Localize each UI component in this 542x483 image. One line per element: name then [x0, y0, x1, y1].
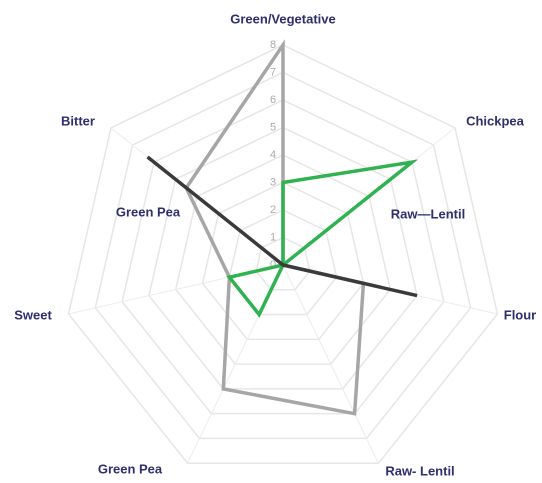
grid-ring	[174, 154, 392, 365]
tick-label: 4	[270, 149, 276, 161]
axis-label: Flour	[504, 307, 537, 322]
axis-label: Sweet	[14, 307, 52, 322]
series-label: Raw—Lentil	[391, 206, 465, 221]
tick-label: 7	[270, 66, 276, 78]
tick-label: 0	[270, 259, 276, 271]
tick-label: 5	[270, 121, 276, 133]
tick-label: 1	[270, 231, 276, 243]
grid-ring	[228, 209, 338, 316]
axis-label: Raw- Lentil	[385, 463, 454, 478]
grid-ring	[121, 99, 445, 415]
grid-ring	[255, 236, 311, 291]
grid-ring	[67, 44, 499, 464]
tick-label: 6	[270, 94, 276, 106]
axis-label: Green Pea	[98, 461, 163, 476]
spoke	[282, 264, 379, 464]
series-line	[226, 159, 419, 318]
series-line	[146, 155, 418, 298]
series-label: Green Pea	[116, 204, 181, 219]
axis-label: Bitter	[61, 113, 95, 128]
grid-ring	[94, 71, 472, 440]
axis-label: Chickpea	[466, 113, 525, 128]
tick-label: 8	[270, 39, 276, 51]
grid-ring	[148, 126, 418, 390]
tick-label: 3	[270, 176, 276, 188]
tick-label: 2	[270, 204, 276, 216]
axis-label: Green/Vegetative	[230, 11, 336, 26]
grid-ring	[201, 181, 365, 341]
